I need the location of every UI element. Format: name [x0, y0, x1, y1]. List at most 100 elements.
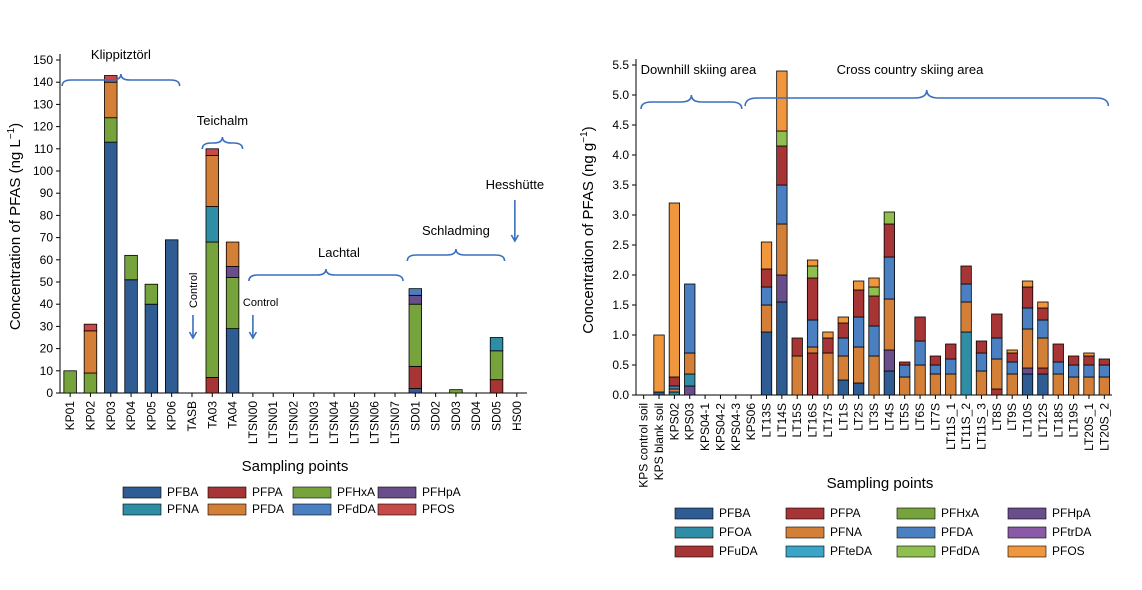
bar-segment	[104, 117, 118, 143]
bar-segment	[776, 130, 788, 147]
bar-segment	[760, 286, 773, 306]
x-tick-label: KPS03	[683, 403, 697, 441]
bar-segment	[975, 340, 988, 354]
bar-segment	[1052, 373, 1064, 396]
bar-segment	[1037, 301, 1049, 309]
x-tick-label: SD01	[408, 401, 422, 431]
bar-segment	[1006, 349, 1018, 354]
legend-swatch	[377, 486, 417, 499]
bar-segment	[1021, 307, 1034, 330]
y-tick-label: 3.5	[612, 178, 629, 192]
bar-segment	[853, 346, 865, 384]
legend-label: PFtrDA	[1052, 525, 1091, 539]
bar-segment	[1037, 367, 1049, 375]
bar-segment	[991, 358, 1003, 390]
bar-segment	[806, 259, 819, 267]
x-tick-label: TASB	[185, 401, 199, 431]
bar-segment	[684, 385, 696, 396]
bar-segment	[1037, 373, 1049, 396]
bar-segment	[668, 376, 681, 387]
bar-segment	[1083, 352, 1095, 357]
bar-segment	[408, 288, 423, 296]
bar-segment	[760, 268, 773, 288]
x-tick-label: HS00	[510, 401, 524, 431]
x-tick-label: SD05	[490, 401, 504, 431]
bar-segment	[1037, 319, 1049, 339]
bar-segment	[489, 350, 504, 381]
legend-label: PFNA	[830, 525, 862, 539]
annotation-control-ltsn00: Control	[243, 297, 278, 309]
bar-segment	[408, 303, 423, 367]
bar-segment	[837, 355, 849, 381]
y-tick-label: 4.5	[612, 118, 629, 132]
bar-segment	[960, 301, 972, 333]
bar-segment	[225, 241, 240, 267]
bar-segment	[1021, 280, 1034, 288]
bar-segment	[1006, 373, 1018, 396]
legend-label: PFHpA	[422, 485, 461, 499]
bar-segment	[929, 364, 942, 375]
legend-label: PFNA	[167, 502, 199, 516]
bar-segment	[104, 81, 118, 119]
x-tick-label: KPS04-3	[729, 403, 743, 451]
bar-segment	[1052, 361, 1064, 375]
bar-segment	[837, 316, 849, 324]
bar-segment	[83, 323, 98, 332]
bar-segment	[164, 239, 179, 394]
legend-label: PFHxA	[337, 485, 375, 499]
x-tick-label: LT10S	[1021, 403, 1035, 437]
bar-segment	[760, 304, 773, 333]
bar-segment	[822, 352, 834, 396]
bar-segment	[868, 295, 880, 327]
bar-segment	[205, 206, 219, 243]
x-tick-label: LT3S	[867, 403, 881, 431]
bracket-schladming	[406, 248, 506, 262]
bar-segment	[776, 70, 788, 132]
bar-segment	[1021, 373, 1034, 396]
bar-segment	[868, 286, 880, 297]
y-tick-label: 30	[40, 319, 54, 333]
x-tick-label: KPS06	[744, 403, 758, 441]
y-tick-label: 0.0	[612, 388, 629, 402]
legend-swatch	[207, 503, 247, 516]
x-tick-label: LT5S	[898, 403, 912, 431]
x-tick-label: LT9S	[1005, 403, 1019, 431]
legend-label: PFuDA	[719, 544, 758, 558]
legend-swatch	[674, 545, 714, 558]
bar-segment	[124, 279, 138, 394]
bracket-lachtal	[248, 268, 404, 282]
legend-swatch	[674, 526, 714, 539]
bar-segment	[791, 355, 803, 396]
legend-label: PFOA	[719, 525, 752, 539]
legend-swatch	[896, 507, 936, 520]
bar-segment	[853, 280, 865, 291]
bar-segment	[776, 274, 788, 303]
bar-segment	[760, 331, 773, 396]
bar-segment	[668, 391, 681, 396]
x-tick-label: LTSN05	[347, 401, 361, 444]
bar-segment	[1083, 376, 1095, 396]
x-tick-label: LT6S	[913, 403, 927, 431]
x-tick-label: KPS control soil	[637, 403, 651, 488]
bar-segment	[668, 385, 681, 390]
bar-segment	[960, 283, 972, 303]
y-tick-label: 4.0	[612, 148, 629, 162]
bar-segment	[668, 202, 681, 378]
x-tick-label: LT1S	[836, 403, 850, 431]
bar-segment	[776, 184, 788, 225]
bar-segment	[822, 331, 834, 339]
bar-segment	[1098, 364, 1110, 378]
bar-segment	[868, 355, 880, 396]
bar-segment	[975, 370, 988, 396]
legend-swatch	[1007, 526, 1047, 539]
bar-segment	[668, 388, 681, 393]
y-tick-label: 130	[33, 97, 53, 111]
bar-segment	[914, 316, 926, 342]
bar-segment	[899, 364, 911, 378]
bar-segment	[929, 373, 942, 396]
x-tick-label: LT18S	[1051, 403, 1065, 437]
annotation-hesshutte: Hesshütte	[486, 177, 545, 192]
x-tick-label: LT20S_1	[1082, 403, 1096, 451]
x-tick-label: LTSN00	[246, 401, 260, 444]
x-tick-label: LT15S	[790, 403, 804, 437]
